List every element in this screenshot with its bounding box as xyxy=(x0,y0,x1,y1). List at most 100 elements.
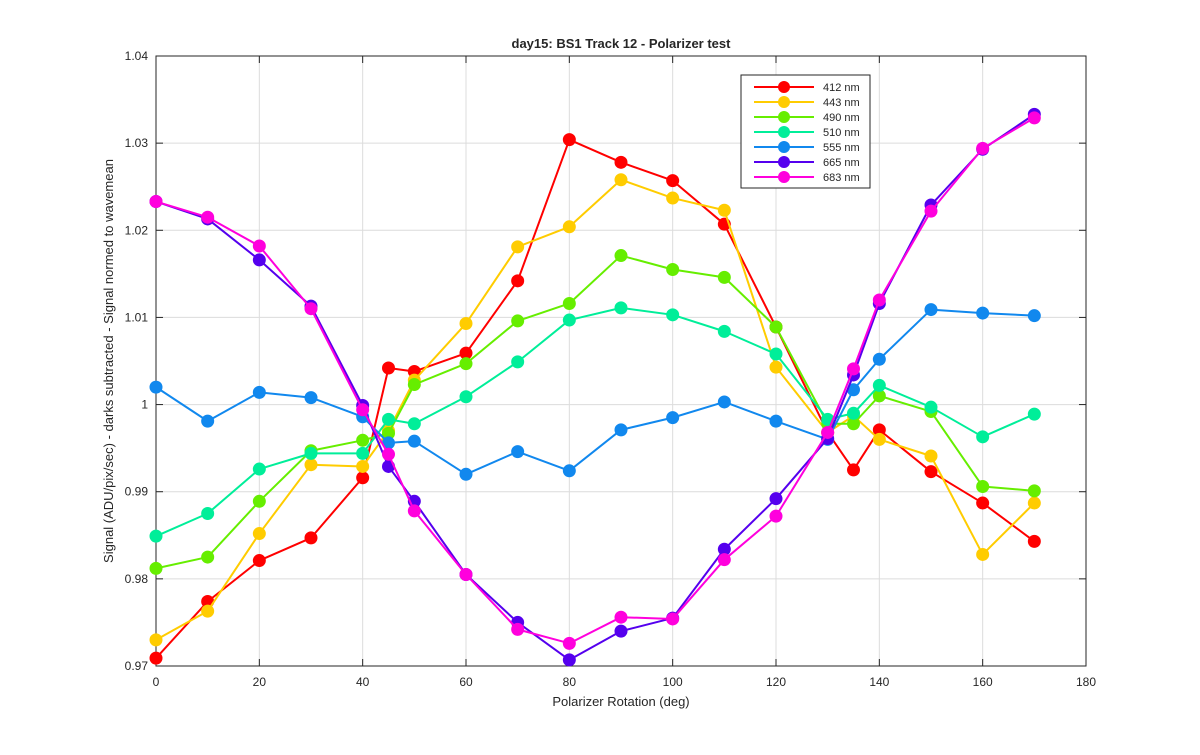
data-point-443-nm xyxy=(872,432,886,446)
data-point-555-nm xyxy=(717,395,731,409)
data-point-683-nm xyxy=(847,362,860,376)
series-line-665-nm xyxy=(155,113,1035,661)
legend-label: 683 nm xyxy=(823,172,860,184)
legend-item-490-nm: 490 nm xyxy=(754,111,860,124)
data-point-665-nm xyxy=(614,624,628,638)
data-point-510-nm xyxy=(666,308,680,322)
data-point-555-nm xyxy=(614,423,628,437)
legend-label: 412 nm xyxy=(823,82,860,94)
legend-swatch-marker xyxy=(778,141,790,153)
y-tick-label: 0.99 xyxy=(125,485,149,499)
y-tick-label: 0.97 xyxy=(125,659,149,673)
data-point-555-nm xyxy=(149,380,163,394)
legend-swatch-marker xyxy=(778,126,790,138)
data-point-555-nm xyxy=(769,414,783,428)
data-point-510-nm xyxy=(407,417,421,431)
data-point-665-nm xyxy=(562,653,576,667)
legend-item-665-nm: 665 nm xyxy=(754,156,860,169)
data-point-683-nm xyxy=(356,403,370,417)
data-point-490-nm xyxy=(201,550,215,564)
data-point-490-nm xyxy=(252,494,266,508)
series-683-nm xyxy=(149,111,1041,650)
data-point-555-nm xyxy=(872,352,886,366)
data-point-683-nm xyxy=(252,239,266,253)
data-point-510-nm xyxy=(614,301,628,315)
data-point-510-nm xyxy=(252,462,266,476)
data-point-510-nm xyxy=(872,378,886,392)
data-point-683-nm xyxy=(769,509,783,523)
data-point-412-nm xyxy=(149,651,163,665)
legend-item-412-nm: 412 nm xyxy=(754,81,860,94)
series-line-555-nm xyxy=(155,308,1035,476)
series-line-683-nm xyxy=(155,117,1035,645)
legend-swatch-marker xyxy=(778,111,790,123)
data-point-412-nm xyxy=(976,496,990,510)
legend-item-443-nm: 443 nm xyxy=(754,96,860,109)
x-tick-label: 120 xyxy=(766,675,786,689)
data-point-510-nm xyxy=(304,446,318,460)
x-tick-label: 80 xyxy=(563,675,577,689)
data-point-683-nm xyxy=(924,204,938,218)
data-point-443-nm xyxy=(562,220,576,234)
data-point-443-nm xyxy=(1027,496,1041,510)
data-point-683-nm xyxy=(304,302,318,316)
data-point-490-nm xyxy=(1027,484,1041,498)
data-point-443-nm xyxy=(614,173,628,187)
plot-area-frame xyxy=(155,55,1087,667)
data-point-443-nm xyxy=(356,459,370,473)
data-point-555-nm xyxy=(459,467,473,481)
x-tick-label: 180 xyxy=(1076,675,1096,689)
legend: 412 nm 443 nm 490 nm 510 nm 555 nm 665 nm 683 … xyxy=(740,74,871,189)
data-point-555-nm xyxy=(562,464,576,478)
data-point-490-nm xyxy=(407,378,421,392)
series-group xyxy=(149,107,1041,667)
data-point-683-nm xyxy=(201,210,215,224)
data-point-443-nm xyxy=(149,633,163,647)
data-point-412-nm xyxy=(847,463,860,477)
legend-entries: 412 nm 443 nm 490 nm 510 nm 555 nm 665 nm 683 … xyxy=(754,81,860,184)
data-point-555-nm xyxy=(511,445,525,459)
series-555-nm xyxy=(149,303,1041,481)
data-point-443-nm xyxy=(666,191,680,205)
data-point-490-nm xyxy=(459,357,473,371)
data-point-555-nm xyxy=(976,306,990,320)
data-point-683-nm xyxy=(717,553,731,567)
data-point-412-nm xyxy=(382,361,395,375)
data-point-683-nm xyxy=(459,568,473,581)
data-point-412-nm xyxy=(924,465,938,479)
data-point-443-nm xyxy=(459,317,473,331)
data-point-510-nm xyxy=(924,400,938,414)
data-point-443-nm xyxy=(976,547,990,561)
data-point-683-nm xyxy=(407,504,421,518)
data-point-665-nm xyxy=(252,253,266,267)
data-point-683-nm xyxy=(614,610,628,624)
data-point-443-nm xyxy=(511,240,525,254)
x-tick-label: 100 xyxy=(663,675,683,689)
data-point-683-nm xyxy=(872,293,886,307)
data-point-490-nm xyxy=(511,314,525,328)
data-point-412-nm xyxy=(1027,534,1041,548)
legend-swatch-marker xyxy=(778,96,790,108)
data-point-490-nm xyxy=(562,296,576,310)
y-tick-label: 1 xyxy=(141,398,148,412)
data-point-443-nm xyxy=(717,203,731,217)
data-point-555-nm xyxy=(1027,309,1041,323)
y-tick-label: 1.03 xyxy=(125,136,149,150)
data-point-510-nm xyxy=(356,446,370,460)
data-point-490-nm xyxy=(666,263,680,276)
data-point-443-nm xyxy=(769,360,783,374)
legend-item-510-nm: 510 nm xyxy=(754,126,860,139)
data-point-510-nm xyxy=(1027,407,1041,421)
legend-swatch-marker xyxy=(778,81,790,93)
legend-label: 443 nm xyxy=(823,97,860,109)
data-point-510-nm xyxy=(562,313,576,327)
y-tick-label: 0.98 xyxy=(125,572,149,586)
x-tick-label: 0 xyxy=(153,675,160,689)
data-point-490-nm xyxy=(769,320,783,334)
x-tick-label: 20 xyxy=(253,675,267,689)
data-point-510-nm xyxy=(847,406,860,420)
data-point-510-nm xyxy=(149,529,163,543)
legend-label: 510 nm xyxy=(823,127,860,139)
